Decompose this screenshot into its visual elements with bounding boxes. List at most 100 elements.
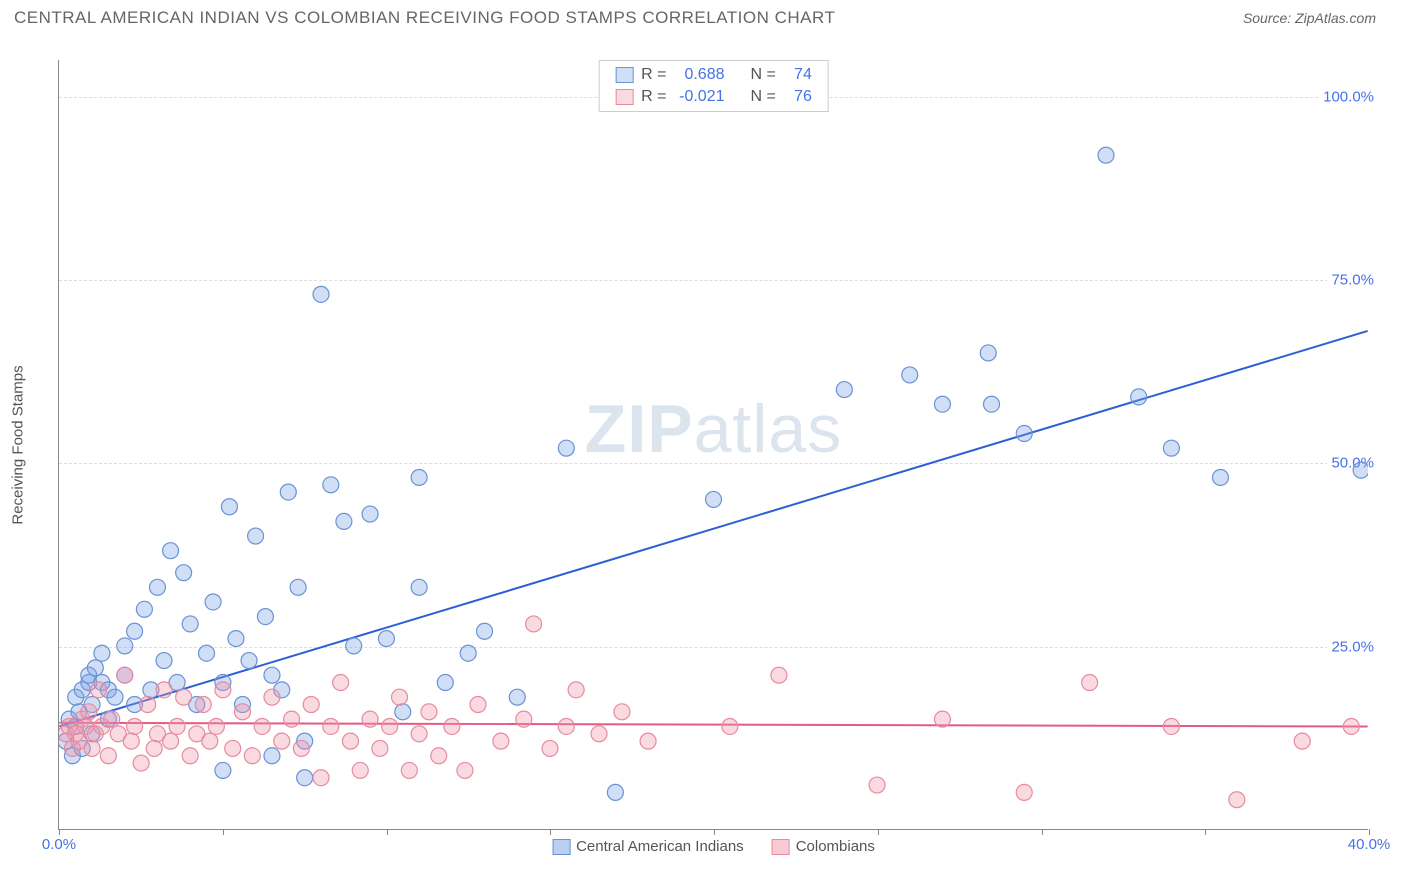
data-point — [100, 748, 116, 764]
correlation-stats-box: R = 0.688 N = 74 R = -0.021 N = 76 — [598, 60, 829, 112]
data-point — [411, 469, 427, 485]
data-point — [84, 740, 100, 756]
data-point — [980, 345, 996, 361]
data-point — [313, 286, 329, 302]
data-point — [1098, 147, 1114, 163]
data-point — [169, 718, 185, 734]
data-point — [195, 697, 211, 713]
stat-r-label-2: R = — [641, 86, 666, 108]
data-point — [984, 396, 1000, 412]
scatter-plot — [59, 60, 1368, 829]
legend-label-2: Colombians — [796, 838, 875, 855]
data-point — [244, 748, 260, 764]
xtick — [1042, 829, 1043, 835]
data-point — [149, 579, 165, 595]
data-point — [215, 682, 231, 698]
data-point — [87, 660, 103, 676]
data-point — [1082, 675, 1098, 691]
data-point — [493, 733, 509, 749]
data-point — [323, 718, 339, 734]
data-point — [202, 733, 218, 749]
data-point — [94, 645, 110, 661]
legend-swatch-2 — [772, 839, 790, 855]
data-point — [372, 740, 388, 756]
data-point — [591, 726, 607, 742]
data-point — [264, 689, 280, 705]
data-point — [392, 689, 408, 705]
data-point — [509, 689, 525, 705]
data-point — [1163, 440, 1179, 456]
chart-container: Receiving Food Stamps ZIPatlas R = 0.688… — [50, 40, 1390, 850]
chart-title: CENTRAL AMERICAN INDIAN VS COLOMBIAN REC… — [14, 8, 835, 28]
data-point — [123, 733, 139, 749]
stat-row-series-2: R = -0.021 N = 76 — [615, 86, 812, 108]
data-point — [215, 762, 231, 778]
data-point — [477, 623, 493, 639]
data-point — [902, 367, 918, 383]
data-point — [362, 711, 378, 727]
data-point — [336, 513, 352, 529]
data-point — [1343, 718, 1359, 734]
xtick — [550, 829, 551, 835]
data-point — [1212, 469, 1228, 485]
data-point — [346, 638, 362, 654]
data-point — [107, 689, 123, 705]
data-point — [444, 718, 460, 734]
stat-swatch-1 — [615, 67, 633, 83]
data-point — [91, 682, 107, 698]
legend-item-2: Colombians — [772, 838, 875, 855]
data-point — [558, 718, 574, 734]
stat-r-label-1: R = — [641, 64, 666, 86]
data-point — [254, 718, 270, 734]
data-point — [542, 740, 558, 756]
data-point — [1016, 426, 1032, 442]
data-point — [460, 645, 476, 661]
data-point — [81, 704, 97, 720]
data-point — [342, 733, 358, 749]
data-point — [293, 740, 309, 756]
data-point — [156, 653, 172, 669]
data-point — [526, 616, 542, 632]
stat-row-series-1: R = 0.688 N = 74 — [615, 64, 812, 86]
data-point — [401, 762, 417, 778]
data-point — [248, 528, 264, 544]
data-point — [411, 579, 427, 595]
data-point — [117, 667, 133, 683]
data-point — [208, 718, 224, 734]
data-point — [568, 682, 584, 698]
stat-swatch-2 — [615, 89, 633, 105]
xtick — [1369, 829, 1370, 835]
legend-swatch-1 — [552, 839, 570, 855]
data-point — [117, 638, 133, 654]
data-point — [607, 784, 623, 800]
xtick — [223, 829, 224, 835]
data-point — [290, 579, 306, 595]
data-point — [1163, 718, 1179, 734]
data-point — [640, 733, 656, 749]
xtick-label: 0.0% — [42, 836, 76, 853]
data-point — [1016, 784, 1032, 800]
plot-area: ZIPatlas R = 0.688 N = 74 R = -0.021 N =… — [58, 60, 1368, 830]
data-point — [303, 697, 319, 713]
data-point — [1353, 462, 1368, 478]
data-point — [163, 733, 179, 749]
stat-n-value-1: 74 — [784, 64, 812, 86]
data-point — [323, 477, 339, 493]
data-point — [352, 762, 368, 778]
data-point — [264, 748, 280, 764]
data-point — [395, 704, 411, 720]
data-point — [313, 770, 329, 786]
data-point — [228, 631, 244, 647]
stat-r-value-1: 0.688 — [675, 64, 725, 86]
data-point — [163, 543, 179, 559]
stat-n-label-2: N = — [751, 86, 776, 108]
data-point — [1131, 389, 1147, 405]
data-point — [104, 711, 120, 727]
legend: Central American Indians Colombians — [542, 838, 885, 855]
stat-n-label-1: N = — [751, 64, 776, 86]
data-point — [205, 594, 221, 610]
legend-item-1: Central American Indians — [552, 838, 744, 855]
data-point — [140, 697, 156, 713]
data-point — [264, 667, 280, 683]
data-point — [280, 484, 296, 500]
